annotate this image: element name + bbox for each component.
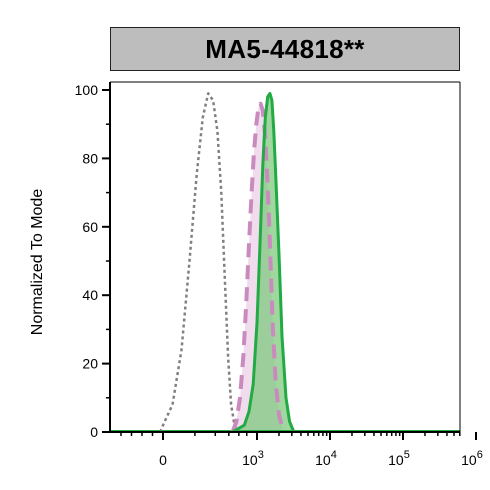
chart-title-box: MA5-44818** bbox=[110, 27, 460, 71]
series-1-line bbox=[159, 92, 240, 433]
y-axis-label: Normalized To Mode bbox=[29, 189, 46, 336]
series-3-fill bbox=[232, 93, 294, 433]
axes: 0 20 40 60 80 100 0 103 104 105 106 bbox=[75, 81, 483, 468]
y-tick-label: 60 bbox=[82, 219, 98, 235]
series-2-line bbox=[230, 101, 286, 433]
y-tick-label: 0 bbox=[90, 424, 98, 440]
plot-area bbox=[110, 91, 460, 434]
series-3-line bbox=[231, 91, 296, 434]
y-tick-label: 80 bbox=[82, 150, 98, 166]
x-tick-label: 104 bbox=[315, 449, 337, 468]
x-tick-label: 106 bbox=[461, 449, 483, 468]
x-tick-label: 103 bbox=[242, 449, 264, 468]
x-tick-label: 105 bbox=[388, 449, 410, 468]
y-tick-label: 20 bbox=[82, 356, 98, 372]
y-tick-label: 100 bbox=[75, 82, 99, 98]
chart-title: MA5-44818** bbox=[205, 33, 365, 64]
x-tick-label: 0 bbox=[159, 452, 167, 468]
y-tick-label: 40 bbox=[82, 287, 98, 303]
